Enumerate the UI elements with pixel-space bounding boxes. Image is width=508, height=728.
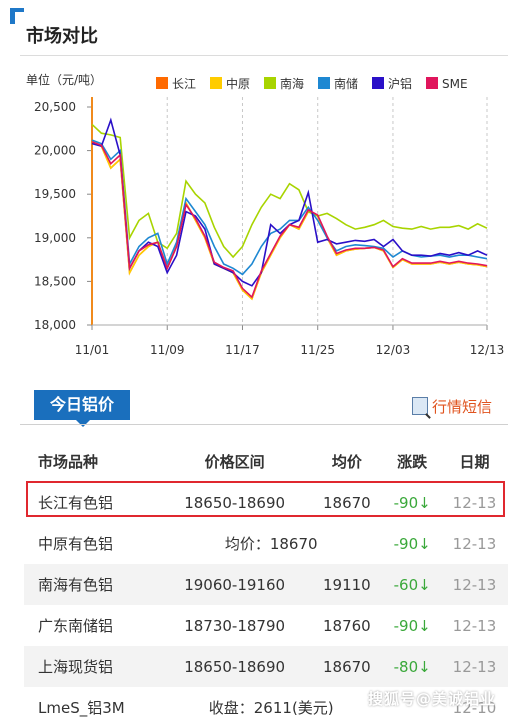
cell-merged-avg: 均价：18670 <box>224 535 318 553</box>
legend-swatch <box>210 77 222 89</box>
market-sms-link[interactable]: 行情短信 <box>411 396 492 417</box>
col-header-market: 市场品种 <box>38 452 99 471</box>
highlight-box <box>26 481 505 517</box>
down-arrow-icon: ↓ <box>418 493 431 512</box>
series-line <box>91 117 488 287</box>
cell-market: 南海有色铝 <box>24 564 159 605</box>
x-tick-label: 11/17 <box>225 343 260 357</box>
cell-change: -90↓ <box>393 616 431 635</box>
x-tick-label: 11/09 <box>150 343 185 357</box>
legend-swatch <box>318 77 330 89</box>
down-arrow-icon: ↓ <box>418 616 431 635</box>
x-tick-label: 12/13 <box>470 343 505 357</box>
col-header-range: 价格区间 <box>204 452 265 471</box>
cell-market: 长江有色铝 <box>38 494 114 512</box>
section-header: 市场对比 <box>0 0 508 62</box>
cell-change: -60↓ <box>383 564 441 605</box>
legend-swatch <box>156 77 168 89</box>
cell-avg: 18670 <box>310 646 384 687</box>
legend-label: SME <box>442 77 468 91</box>
watermark: 搜狐号@美诚铝业 <box>368 690 497 708</box>
header-divider <box>20 55 508 56</box>
cell-market: 上海现货铝 <box>24 646 159 687</box>
cell-merged-close: 收盘：2611(美元) <box>208 699 334 717</box>
x-tick-label: 12/03 <box>376 343 411 357</box>
table-row[interactable]: 广东南储铝 18730-18790 18760 -90↓ 12-13 <box>24 605 508 646</box>
col-header-change: 涨跌 <box>397 452 428 471</box>
legend-label: 南海 <box>280 76 304 91</box>
x-tick-label: 11/25 <box>300 343 335 357</box>
price-line-chart: 单位（元/吨） 11/01 11/09 11/17 11/25 12/03 12/13 18,… <box>26 72 505 357</box>
cell-change: -90↓ <box>393 493 431 512</box>
legend-swatch <box>426 77 438 89</box>
cell-avg: 18760 <box>323 616 371 635</box>
cell-avg: 18670 <box>323 493 371 512</box>
table-row[interactable]: 长江有色铝 18650-18690 18670 -90↓ 12-13 <box>24 482 508 523</box>
cell-market: 广东南储铝 <box>38 617 114 635</box>
cell-range: 19060-19160 <box>159 564 311 605</box>
cell-date: 12-10 <box>452 698 497 717</box>
table-row[interactable]: 南海有色铝 19060-19160 19110 -60↓ 12-13 <box>24 564 508 605</box>
cell-range: 18650-18690 <box>184 493 286 512</box>
y-tick-label: 18,500 <box>34 274 76 288</box>
table-row[interactable]: 中原有色铝 均价：18670 -90↓ 12-13 <box>24 523 508 564</box>
cell-market: LmeS_铝3M <box>38 699 125 717</box>
table-row[interactable]: LmeS_铝3M 收盘：2611(美元) 12-10 <box>24 687 508 728</box>
tab-today-price[interactable]: 今日铝价 <box>34 390 130 427</box>
cell-date: 12-13 <box>440 646 508 687</box>
y-tick-label: 19,000 <box>34 231 76 245</box>
tab-divider <box>20 424 508 425</box>
magnifier-icon <box>411 397 428 415</box>
cell-market: 中原有色铝 <box>38 535 114 553</box>
table-row[interactable]: 上海现货铝 18650-18690 18670 -80↓ 12-13 <box>24 646 508 687</box>
cell-date: 12-13 <box>440 564 508 605</box>
y-tick-label: 20,000 <box>34 144 76 158</box>
cell-date: 12-13 <box>452 493 497 512</box>
col-header-date: 日期 <box>459 452 490 471</box>
legend-label: 长江 <box>172 77 196 91</box>
y-axis-label: 单位（元/吨） <box>26 72 102 87</box>
price-tab-bar: 今日铝价 行情短信 <box>20 388 508 427</box>
cell-avg: 19110 <box>310 564 384 605</box>
legend-swatch <box>264 77 276 89</box>
y-tick-label: 20,500 <box>34 100 76 114</box>
cell-change: -90↓ <box>393 534 431 553</box>
y-tick-label: 19,500 <box>34 187 76 201</box>
series-line <box>91 141 488 299</box>
series-line <box>91 139 488 276</box>
down-arrow-icon: ↓ <box>418 657 431 676</box>
cell-range: 18730-18790 <box>184 616 286 635</box>
page-title: 市场对比 <box>26 26 98 47</box>
y-tick-label: 18,000 <box>34 318 76 332</box>
down-arrow-icon: ↓ <box>418 534 431 553</box>
legend-label: 南储 <box>334 76 358 91</box>
header-accent-top <box>10 8 24 12</box>
x-tick-label: 11/01 <box>75 343 110 357</box>
legend-swatch <box>372 77 384 89</box>
header-accent <box>10 8 15 24</box>
cell-date: 12-13 <box>452 534 497 553</box>
col-header-avg: 均价 <box>331 452 362 471</box>
cell-range: 18650-18690 <box>159 646 311 687</box>
market-sms-label: 行情短信 <box>431 398 492 416</box>
legend-label: 中原 <box>226 76 250 91</box>
legend-label: 沪铝 <box>388 76 412 91</box>
table-header-row: 市场品种 价格区间 均价 涨跌 日期 <box>24 440 508 482</box>
cell-date: 12-13 <box>452 616 497 635</box>
down-arrow-icon: ↓ <box>418 575 431 594</box>
price-table: 市场品种 价格区间 均价 涨跌 日期 长江有色铝 18650-18690 186… <box>24 440 508 728</box>
cell-change: -80↓ <box>383 646 441 687</box>
